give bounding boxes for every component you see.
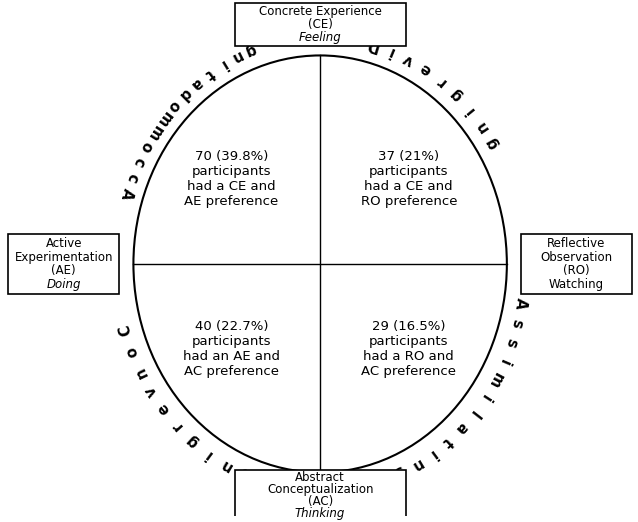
Text: (AC): (AC) — [308, 495, 333, 508]
Text: 40 (22.7%)
participants
had an AE and
AC preference: 40 (22.7%) participants had an AE and AC… — [183, 320, 280, 378]
Text: o: o — [124, 344, 141, 359]
Text: i: i — [496, 357, 512, 367]
Text: r: r — [434, 73, 449, 89]
Text: t: t — [440, 434, 455, 449]
Text: Abstract: Abstract — [295, 471, 345, 484]
Text: i: i — [386, 43, 396, 59]
Text: g: g — [183, 432, 201, 449]
Text: Doing: Doing — [47, 278, 81, 291]
Text: v: v — [142, 383, 160, 399]
Text: o: o — [137, 139, 154, 155]
Text: n: n — [408, 455, 425, 473]
Text: e: e — [154, 400, 172, 418]
Text: g: g — [236, 466, 252, 483]
Text: Reflective: Reflective — [547, 237, 605, 250]
Text: a: a — [452, 419, 470, 437]
Text: s: s — [508, 317, 525, 329]
Text: (CE): (CE) — [308, 18, 332, 31]
Text: t: t — [202, 65, 216, 81]
Text: n: n — [218, 456, 234, 474]
Text: Feeling: Feeling — [299, 31, 341, 44]
Text: g: g — [392, 464, 408, 482]
Text: 70 (39.8%)
participants
had a CE and
AE preference: 70 (39.8%) participants had a CE and AE … — [184, 150, 279, 208]
Text: (AE): (AE) — [52, 264, 76, 277]
Text: g: g — [243, 41, 258, 60]
Text: g: g — [447, 86, 465, 104]
Text: e: e — [417, 61, 434, 78]
Text: Watching: Watching — [549, 278, 604, 291]
Text: v: v — [401, 51, 417, 68]
Text: 29 (16.5%)
participants
had a RO and
AC preference: 29 (16.5%) participants had a RO and AC … — [361, 320, 456, 378]
Text: Experimentation: Experimentation — [15, 251, 113, 264]
Text: Thinking: Thinking — [295, 507, 345, 520]
Text: n: n — [473, 117, 491, 135]
Text: r: r — [169, 418, 185, 433]
Text: C: C — [117, 323, 134, 338]
Text: o: o — [165, 98, 182, 115]
Text: i: i — [216, 57, 228, 72]
Text: n: n — [228, 48, 244, 66]
Text: c: c — [123, 171, 140, 184]
Text: A: A — [118, 186, 135, 201]
Text: a: a — [188, 74, 205, 92]
Text: i: i — [202, 446, 215, 461]
FancyBboxPatch shape — [521, 234, 632, 293]
Text: m: m — [153, 108, 174, 129]
Text: c: c — [130, 155, 147, 169]
Text: Conceptualization: Conceptualization — [267, 483, 373, 496]
Text: m: m — [485, 370, 505, 390]
Text: n: n — [132, 364, 150, 380]
Text: (RO): (RO) — [563, 264, 590, 277]
Text: m: m — [144, 122, 165, 143]
FancyBboxPatch shape — [8, 234, 119, 293]
Text: 37 (21%)
participants
had a CE and
RO preference: 37 (21%) participants had a CE and RO pr… — [360, 150, 457, 208]
Text: i: i — [477, 391, 493, 404]
Text: A: A — [512, 296, 529, 310]
FancyBboxPatch shape — [235, 3, 406, 46]
FancyBboxPatch shape — [235, 470, 406, 521]
Text: d: d — [176, 85, 194, 103]
Text: D: D — [365, 35, 381, 53]
Text: i: i — [462, 103, 477, 116]
Text: i: i — [426, 446, 438, 461]
Text: g: g — [484, 135, 502, 152]
Text: Active: Active — [45, 237, 82, 250]
Text: Concrete Experience: Concrete Experience — [258, 5, 382, 18]
Text: Observation: Observation — [540, 251, 612, 264]
Text: l: l — [466, 407, 481, 420]
Text: s: s — [503, 337, 519, 350]
